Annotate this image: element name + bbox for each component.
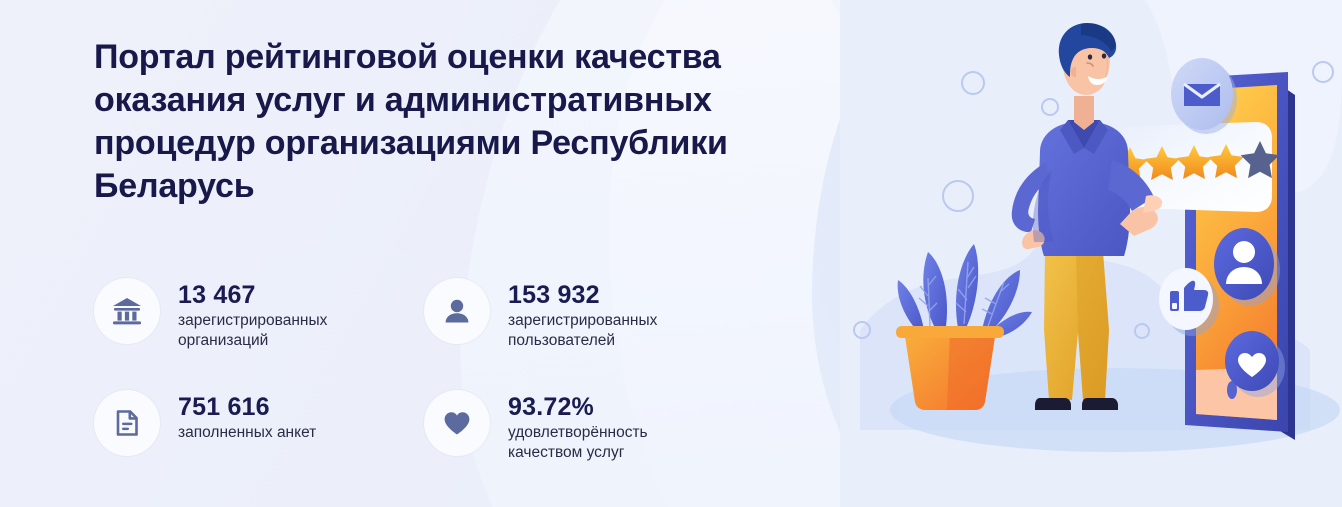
- stat-item-satisfaction: 93.72% удовлетворённость качеством услуг: [424, 390, 754, 502]
- star-filled: [1176, 145, 1212, 179]
- thumbs-up-badge: [1159, 268, 1219, 336]
- star-filled: [1208, 144, 1244, 178]
- envelope-icon: [1183, 82, 1221, 106]
- stat-label: удовлетворённость качеством услуг: [508, 424, 648, 461]
- user-icon: [424, 278, 490, 344]
- potted-plant: [896, 244, 1032, 410]
- statistics-group: 13 467 зарегистрированных организаций 15…: [94, 278, 794, 502]
- thumbs-up-icon: [1170, 280, 1209, 311]
- stat-value: 153 932: [508, 281, 600, 309]
- man-rating-smartphone-illustration: [840, 0, 1342, 507]
- user-badge: [1214, 228, 1280, 306]
- stat-value: 93.72%: [508, 393, 594, 421]
- star-empty: [1240, 141, 1280, 179]
- stat-value: 751 616: [178, 393, 270, 421]
- heart-badge: [1225, 331, 1285, 397]
- stat-item-organizations: 13 467 зарегистрированных организаций: [94, 278, 424, 390]
- stat-item-forms: 751 616 заполненных анкет: [94, 390, 424, 502]
- decorative-bubbles: [853, 61, 1334, 339]
- bank-icon: [94, 278, 160, 344]
- user-icon: [1226, 241, 1262, 284]
- document-icon: [94, 390, 160, 456]
- stat-label: зарегистрированных организаций: [178, 312, 328, 349]
- envelope-badge: [1171, 58, 1237, 134]
- heart-icon: [424, 390, 490, 456]
- stat-value: 13 467: [178, 281, 256, 309]
- star-filled: [1144, 146, 1180, 180]
- stat-item-users: 153 932 зарегистрированных пользователей: [424, 278, 754, 390]
- person-figure: [1011, 23, 1163, 410]
- page-title: Портал рейтинговой оценки качества оказа…: [94, 38, 728, 205]
- heart-icon: [1238, 353, 1266, 377]
- stat-label: зарегистрированных пользователей: [508, 312, 658, 349]
- stat-label: заполненных анкет: [178, 424, 317, 441]
